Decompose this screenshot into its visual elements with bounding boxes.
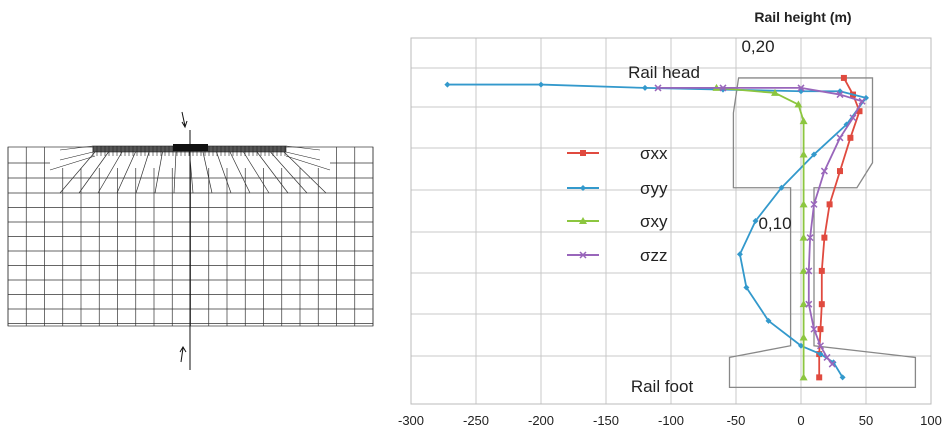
data-point	[817, 326, 824, 333]
x-tick-label: 100	[920, 413, 942, 428]
data-point	[799, 266, 808, 274]
data-point	[816, 374, 823, 381]
data-point	[811, 151, 817, 158]
data-point	[798, 342, 804, 349]
series-4	[654, 84, 866, 368]
data-point	[821, 234, 828, 241]
data-point	[752, 218, 759, 224]
data-point	[799, 150, 808, 158]
fem-mesh-figure	[7, 111, 374, 370]
data-point	[839, 374, 846, 381]
data-point	[818, 267, 825, 274]
data-point	[579, 251, 587, 259]
legend-label: σxy	[640, 212, 668, 231]
data-point	[799, 200, 808, 208]
series-line	[658, 87, 863, 365]
data-point	[797, 84, 805, 92]
data-point	[820, 167, 828, 175]
data-point	[765, 317, 772, 324]
rail-head-label: Rail head	[628, 63, 700, 82]
data-point	[799, 117, 808, 125]
data-point	[736, 251, 743, 258]
y-value-010: 0,10	[758, 214, 791, 233]
data-point	[837, 168, 843, 175]
data-point	[799, 233, 808, 241]
rail-foot-label: Rail foot	[631, 377, 694, 396]
load-arrow-bottom	[179, 346, 187, 363]
data-point	[816, 342, 825, 350]
plot-frame	[410, 37, 932, 405]
data-point	[823, 353, 831, 361]
data-point	[849, 114, 857, 122]
data-point	[799, 300, 808, 308]
data-point	[828, 360, 836, 368]
x-tick-label: -200	[528, 413, 554, 428]
data-point	[580, 150, 586, 156]
data-point	[743, 284, 750, 291]
data-point	[719, 84, 727, 92]
data-point	[805, 267, 813, 275]
data-point	[818, 301, 825, 308]
data-point	[836, 134, 844, 142]
data-point	[856, 108, 863, 115]
data-point	[858, 97, 866, 105]
load-arrow-top	[181, 111, 188, 129]
data-point	[538, 81, 544, 88]
y-value-020: 0,20	[741, 37, 774, 56]
legend-label: σxx	[640, 144, 668, 163]
data-point	[817, 351, 824, 358]
x-tick-label: -100	[658, 413, 684, 428]
data-point	[580, 185, 586, 191]
data-point	[444, 81, 451, 88]
data-point	[840, 74, 847, 81]
data-point	[799, 373, 808, 381]
data-point	[847, 134, 854, 141]
data-point	[579, 217, 587, 224]
data-point	[810, 200, 818, 208]
legend-label: σyy	[640, 179, 668, 198]
x-tick-label: -150	[593, 413, 619, 428]
data-point	[799, 333, 808, 341]
chart-title: Rail height (m)	[754, 9, 851, 25]
data-point	[771, 88, 779, 96]
x-tick-label: -250	[463, 413, 489, 428]
data-point	[642, 84, 648, 91]
legend: σxx σyy σxy σzz	[567, 144, 668, 265]
data-point	[806, 234, 814, 242]
rail-profile-outline	[728, 77, 917, 389]
data-point	[794, 100, 803, 108]
x-tick-label: 0	[797, 413, 804, 428]
x-tick-label: -300	[398, 413, 424, 428]
x-tick-label: 50	[859, 413, 873, 428]
legend-label: σzz	[640, 246, 668, 265]
series-3	[712, 83, 808, 381]
data-point	[810, 325, 818, 333]
data-point	[778, 184, 785, 191]
x-tick-label: -50	[727, 413, 746, 428]
data-point	[836, 91, 844, 99]
series-line	[818, 77, 861, 378]
data-point	[826, 201, 833, 208]
data-point	[654, 84, 662, 92]
data-point	[805, 300, 813, 308]
